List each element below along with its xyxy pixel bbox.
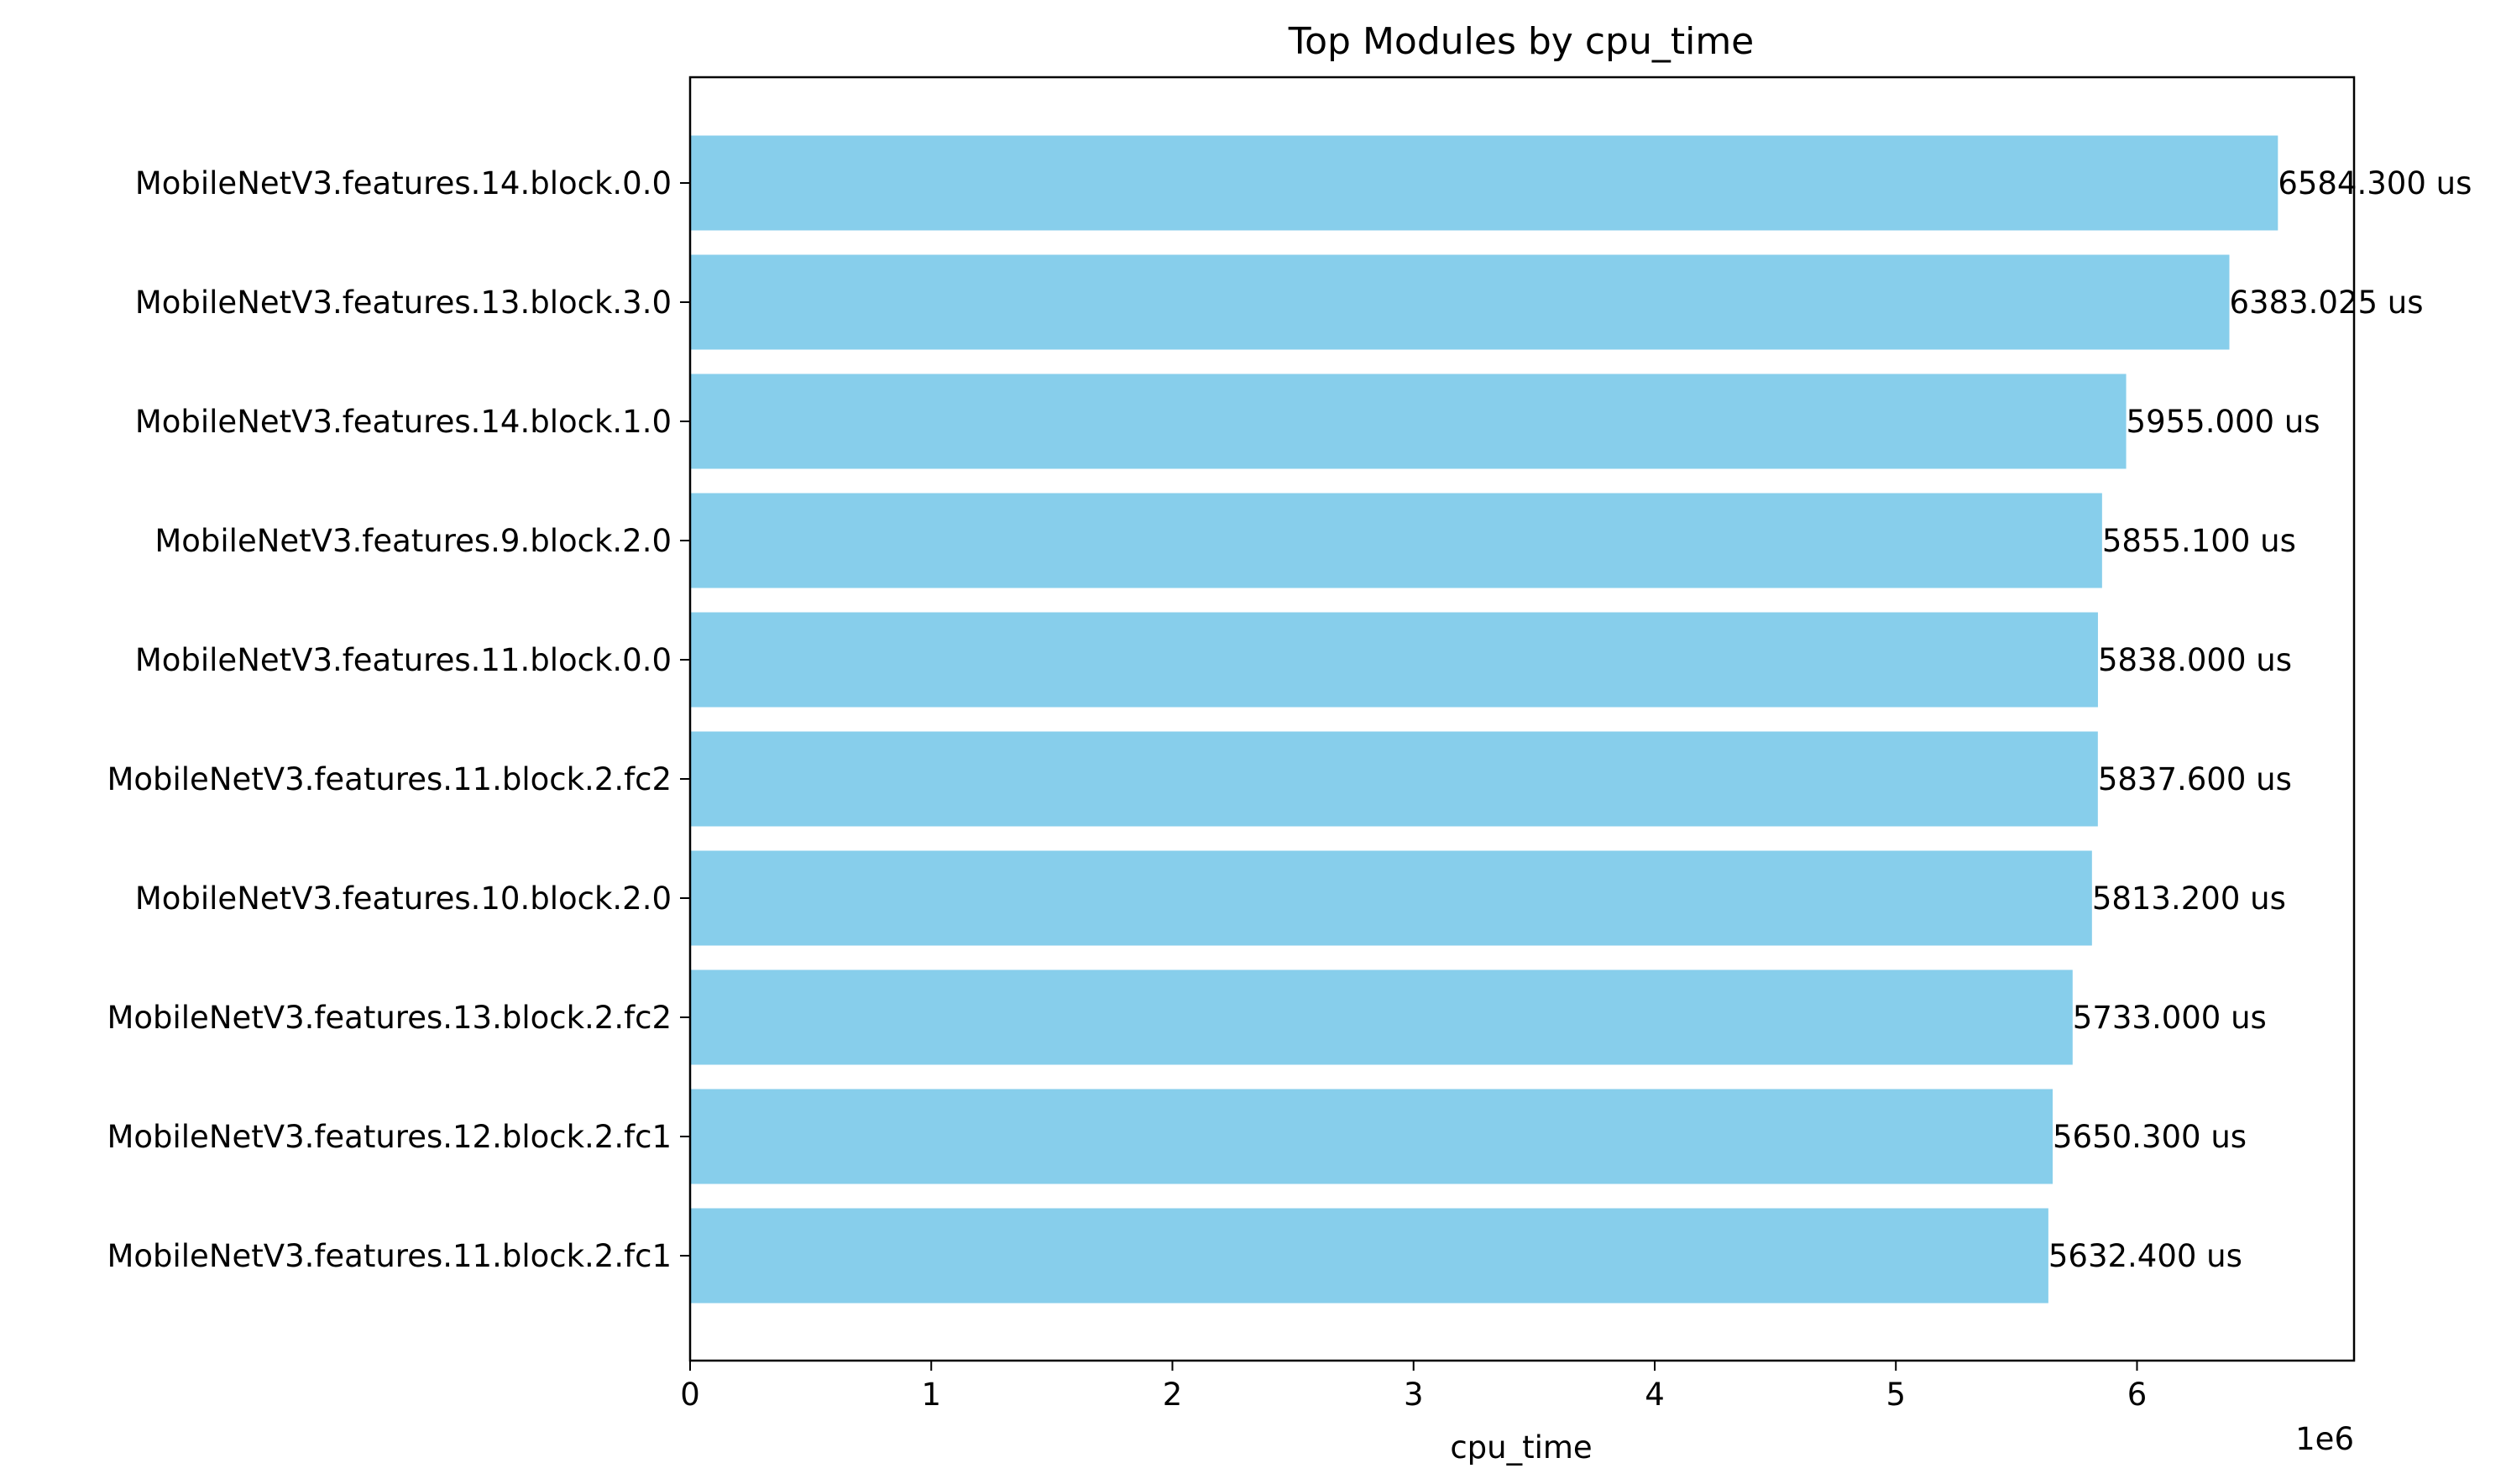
bars-layer [690,135,2278,1304]
y-tick-label: MobileNetV3.features.10.block.2.0 [135,880,672,917]
y-tick-label: MobileNetV3.features.13.block.3.0 [135,285,672,321]
bar [690,612,2098,708]
bar-value-label: 5837.600 us [2098,761,2292,797]
bar-value-label: 5813.200 us [2092,880,2286,917]
x-tick-label: 0 [680,1377,700,1413]
chart-title: Top Modules by cpu_time [1288,20,1755,63]
plot-frame [688,76,2356,1362]
y-tick-label: MobileNetV3.features.14.block.1.0 [135,404,672,440]
bar-value-label: 5955.000 us [2127,404,2320,440]
x-tick-label: 2 [1163,1377,1183,1413]
x-axis-ticks: 0 1 2 3 4 5 6 [680,1361,2147,1413]
y-tick-label: MobileNetV3.features.13.block.2.fc2 [107,1000,672,1036]
bar [690,493,2102,588]
bar-value-label: 5838.000 us [2098,642,2292,678]
y-tick-label: MobileNetV3.features.9.block.2.0 [154,523,672,559]
bar [690,1208,2048,1304]
bar-value-label: 5650.300 us [2053,1119,2247,1155]
y-axis-ticks: MobileNetV3.features.14.block.0.0 MobileN… [107,165,690,1274]
bar [690,969,2073,1065]
y-tick-label: MobileNetV3.features.11.block.2.fc1 [107,1238,672,1274]
bar [690,135,2278,231]
x-tick-label: 3 [1404,1377,1424,1413]
x-axis-offset-text: 1e6 [2295,1421,2354,1457]
x-tick-label: 5 [1886,1377,1906,1413]
x-tick-label: 6 [2127,1377,2148,1413]
bar [690,374,2127,469]
bar-value-label: 5632.400 us [2048,1238,2242,1274]
y-tick-label: MobileNetV3.features.14.block.0.0 [135,165,672,201]
y-tick-label: MobileNetV3.features.12.block.2.fc1 [107,1119,672,1155]
bar-value-label: 5855.100 us [2102,523,2296,559]
bar [690,254,2230,350]
data-labels-layer: 6584.300 us 6383.025 us 5955.000 us 5855.10… [2048,165,2472,1274]
x-tick-label: 1 [921,1377,941,1413]
bar-value-label: 6584.300 us [2278,165,2472,201]
bar [690,1089,2053,1184]
bar-value-label: 6383.025 us [2230,285,2424,321]
y-tick-label: MobileNetV3.features.11.block.2.fc2 [107,761,672,797]
y-tick-label: MobileNetV3.features.11.block.0.0 [135,642,672,678]
x-tick-label: 4 [1645,1377,1665,1413]
bar [690,850,2092,946]
bar [690,731,2098,827]
bar-value-label: 5733.000 us [2073,1000,2267,1036]
x-axis-label: cpu_time [1450,1429,1592,1466]
